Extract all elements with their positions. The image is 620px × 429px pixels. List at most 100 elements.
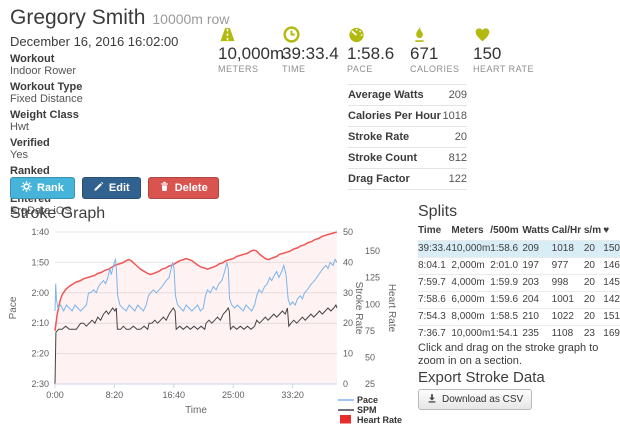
edit-button[interactable]: Edit [81, 177, 141, 199]
action-buttons: Rank Edit Delete [10, 177, 219, 199]
table-row: Drag Factor 122 [348, 168, 467, 190]
heart-icon [473, 25, 534, 44]
heart-rate-tick-label: 50 [365, 352, 375, 362]
rank-button[interactable]: Rank [10, 177, 75, 199]
x-tick-label: 0:00 [46, 390, 64, 400]
route-icon [218, 25, 284, 44]
split-cell: 2:01.0 [490, 257, 523, 275]
stat-pace: 1:58.6 PACE [347, 25, 394, 75]
summary-value: 1018 [442, 105, 467, 127]
splits-body: 39:33.4 10,000m 1:58.6 209 1018 20 150 8:04.1 2,… [418, 240, 620, 342]
pace-tick-label: 1:50 [31, 257, 49, 267]
split-cell: 2,000m [451, 257, 491, 275]
heart-rate-tick-label: 125 [365, 273, 380, 283]
legend-item-spm[interactable]: SPM [338, 405, 377, 415]
pencil-icon [93, 181, 104, 195]
split-cell: 23 [583, 325, 604, 342]
summary-label: Stroke Rate [348, 126, 443, 148]
heart-rate-tick-label: 100 [365, 299, 380, 309]
legend-label: Heart Rate [357, 415, 402, 425]
stat-calories: 671 CALORIES [410, 25, 460, 75]
table-row: Average Watts 209 [348, 84, 467, 106]
detail-label: Workout [10, 53, 55, 65]
detail-label: Verified [10, 137, 50, 149]
legend-label: Pace [357, 395, 378, 405]
split-cell: 10,000m [451, 325, 491, 342]
summary-label: Calories Per Hour [348, 105, 443, 127]
summary-value: 122 [442, 168, 467, 190]
stat-value: 671 [410, 44, 439, 63]
stroke-rate-tick-label: 0 [343, 379, 348, 389]
legend-label: SPM [357, 405, 377, 415]
stat-label: HEART RATE [473, 64, 535, 74]
splits-table: Time Meters /500m Watts Cal/Hr s/m ♥ 39:… [418, 224, 620, 342]
split-cell: 8,000m [451, 308, 491, 326]
split-cell: 1:59.6 [490, 291, 523, 309]
pace-tick-label: 2:00 [31, 288, 49, 298]
table-row: 7:59.7 4,000m 1:59.9 203 998 20 145 [418, 274, 620, 292]
stroke-rate-axis-title: Stroke Rate [353, 282, 364, 335]
stroke-rate-tick-label: 50 [343, 227, 353, 237]
stat-heart-rate: 150 HEART RATE [473, 25, 534, 75]
legend-swatch [340, 415, 351, 424]
pace-tick-label: 2:10 [31, 318, 49, 328]
heart-rate-tick-label: 75 [365, 326, 375, 336]
detail-label: Workout Type [10, 81, 83, 93]
trash-icon [159, 181, 170, 195]
detail-pair: Workout Type Fixed Distance [10, 80, 205, 107]
detail-label: Entered [10, 193, 51, 205]
split-cell: 6,000m [451, 291, 491, 309]
split-cell: 197 [522, 257, 552, 275]
page-subtitle: 10000m row [152, 11, 230, 27]
x-tick-label: 8:20 [106, 390, 124, 400]
workout-date: December 16, 2016 16:02:00 [10, 34, 179, 49]
x-tick-label: 33:20 [281, 390, 304, 400]
summary-value: 209 [442, 84, 467, 106]
heart-rate-tick-label: 150 [365, 246, 380, 256]
split-cell: 977 [551, 257, 584, 275]
split-cell: 8:04.1 [418, 257, 452, 275]
export-heading: Export Stroke Data [418, 369, 545, 386]
column-header: Meters [451, 225, 484, 236]
detail-value: Indoor Rower [10, 65, 77, 77]
delete-button[interactable]: Delete [147, 177, 219, 199]
split-cell: 20 [583, 308, 604, 326]
stat-value: 150 [473, 44, 502, 63]
summary-table: Average Watts 209 Calories Per Hour 1018 S… [348, 84, 467, 190]
stat-value: 1:58.6 [347, 44, 395, 63]
page-title-row: Gregory Smith 10000m row [10, 6, 229, 30]
pace-axis-title: Pace [8, 296, 19, 319]
stroke-rate-tick-label: 40 [343, 257, 353, 267]
split-cell: 1:59.9 [490, 274, 523, 292]
summary-label: Stroke Count [348, 147, 443, 169]
page-title: Gregory Smith [10, 6, 146, 29]
split-cell: 151 [603, 308, 620, 326]
stroke-graph[interactable]: 1:40 1:50 2:00 2:10 2:20 2:300:00 8:20 16:40 25:… [0, 222, 404, 429]
download-csv-button[interactable]: Download as CSV [418, 389, 533, 410]
stat-time: 39:33.4 TIME [282, 25, 339, 75]
table-row: 7:36.7 10,000m 1:54.1 235 1108 23 169 [418, 325, 620, 342]
split-cell: 7:58.6 [418, 291, 452, 309]
split-cell: 1:54.1 [490, 325, 523, 342]
summary-label: Drag Factor [348, 168, 443, 190]
rank-button-label: Rank [37, 182, 64, 194]
split-cell: 204 [522, 291, 552, 309]
legend-item-pace[interactable]: Pace [338, 395, 378, 405]
split-cell: 150 [603, 240, 620, 258]
detail-pair: Workout Indoor Rower [10, 52, 205, 79]
split-cell: 4,000m [451, 274, 491, 292]
x-tick-label: 16:40 [163, 390, 186, 400]
split-cell: 142 [603, 291, 620, 309]
table-row: 39:33.4 10,000m 1:58.6 209 1018 20 150 [418, 240, 620, 258]
clock-icon [282, 25, 339, 44]
splits-heading: Splits [418, 203, 458, 220]
legend-item-heart-rate[interactable]: Heart Rate [340, 415, 402, 425]
detail-pair: Weight Class Hwt [10, 108, 205, 135]
split-cell: 169 [603, 325, 620, 342]
detail-pair: Verified Yes [10, 136, 205, 163]
split-cell: 10,000m [451, 240, 491, 258]
splits-header-row: Time Meters /500m Watts Cal/Hr s/m ♥ [418, 224, 620, 241]
pace-tick-label: 2:30 [31, 379, 49, 389]
stat-label: CALORIES [410, 64, 460, 74]
